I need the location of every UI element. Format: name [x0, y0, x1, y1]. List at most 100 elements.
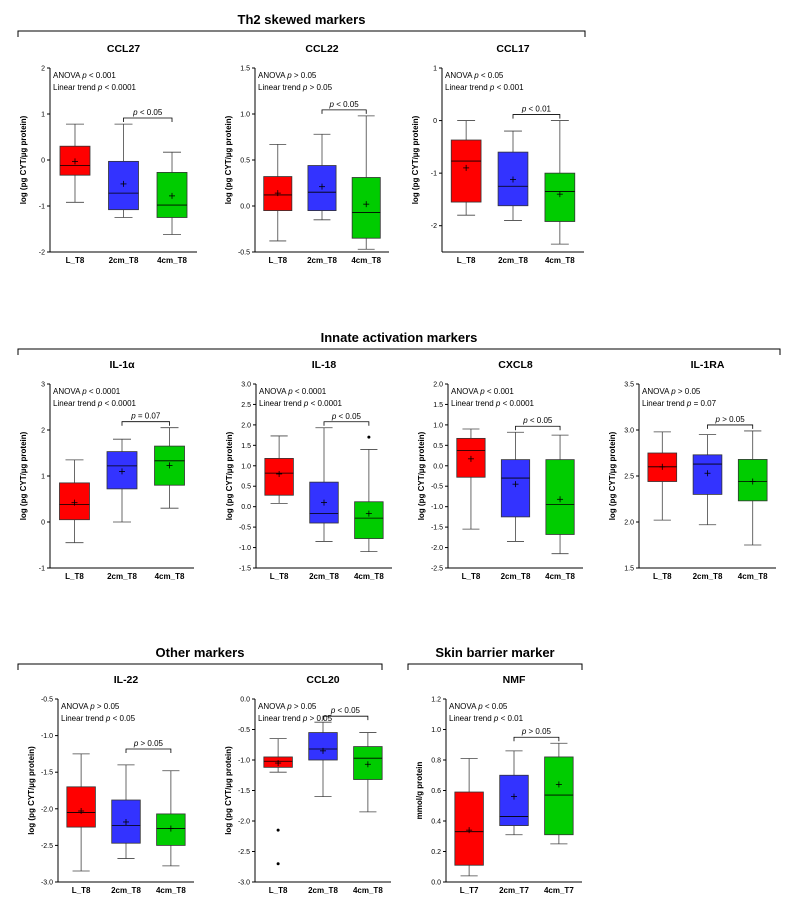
chart-title: NMF: [503, 674, 526, 686]
y-tick-label: 2: [41, 428, 45, 435]
comparison-bracket: [515, 425, 561, 431]
group-header-2: Innate activation markers: [17, 330, 781, 355]
chart-panel-nmf: NMF 0.0 0.2 0.4 0.6 0.8 1.0 1.2 mmol/g protein AN…: [415, 674, 582, 895]
group-title: Other markers: [156, 645, 245, 660]
y-tick-label: 2.0: [433, 382, 443, 389]
y-tick-label: 0.0: [433, 463, 443, 470]
y-tick-label: -1.5: [41, 770, 53, 777]
group-header-4: Skin barrier marker: [407, 645, 583, 670]
box-2cm-t8: 2cm_T8: [108, 123, 139, 265]
iqr-box: [308, 732, 338, 761]
box-l-t8: L_T8: [264, 435, 294, 581]
y-tick-label: -3.0: [41, 880, 53, 887]
x-tick-label: 4cm_T8: [545, 256, 575, 265]
y-tick-label: -2.0: [238, 819, 250, 826]
box-l-t7: L_T7: [454, 758, 484, 895]
box-2cm-t8: 2cm_T8: [307, 133, 337, 265]
box-4cm-t8: 4cm_T8: [156, 770, 186, 895]
y-tick-label: -2.5: [238, 849, 250, 856]
y-tick-label: 1.5: [433, 402, 443, 409]
box-l-t8: L_T8: [263, 143, 293, 265]
trend-stat: Linear trend p < 0.001: [445, 83, 524, 92]
chart-title: CCL17: [496, 43, 529, 55]
y-tick-label: 0.0: [240, 204, 250, 211]
box-4cm-t8: 4cm_T8: [154, 427, 185, 581]
comparison-label: p > 0.05: [133, 739, 164, 748]
y-tick-label: -2.0: [41, 806, 53, 813]
x-tick-label: 4cm_T8: [155, 572, 185, 581]
y-tick-label: 0: [433, 118, 437, 125]
x-tick-label: L_T7: [460, 886, 479, 895]
comparison-label: p > 0.05: [521, 727, 552, 736]
y-tick-label: 1: [41, 112, 45, 119]
chart-title: IL-18: [312, 359, 337, 371]
iqr-box: [499, 774, 529, 826]
y-tick-label: -1.0: [238, 758, 250, 765]
box-2cm-t7: 2cm_T7: [499, 750, 529, 895]
comparison-label: p < 0.05: [329, 100, 360, 109]
y-axis-label: log (pg CYT/µg protein): [608, 431, 617, 520]
iqr-box: [66, 786, 96, 828]
outlier-point: [367, 435, 371, 439]
y-tick-label: -3.0: [238, 880, 250, 887]
x-tick-label: L_T8: [457, 256, 476, 265]
x-tick-label: L_T8: [72, 886, 91, 895]
y-tick-label: 0.0: [431, 880, 441, 887]
y-tick-label: 1.0: [431, 727, 441, 734]
x-tick-label: L_T8: [653, 572, 672, 581]
x-tick-label: 4cm_T8: [353, 886, 383, 895]
x-tick-label: 4cm_T7: [544, 886, 574, 895]
y-axis-label: log (pg CYT/µg protein): [19, 115, 28, 204]
x-tick-label: 4cm_T8: [157, 256, 187, 265]
y-tick-label: 0: [41, 158, 45, 165]
x-tick-label: 4cm_T8: [351, 256, 381, 265]
group-bracket: [17, 30, 586, 37]
y-tick-label: 0.6: [431, 788, 441, 795]
x-tick-label: L_T8: [65, 572, 84, 581]
trend-stat: Linear trend p < 0.0001: [53, 399, 137, 408]
x-tick-label: L_T8: [269, 886, 288, 895]
box-4cm-t7: 4cm_T7: [544, 742, 574, 895]
chart-panel-il-1ra: IL-1RA 1.5 2.0 2.5 3.0 3.5 log (pg CYT/µg prot…: [608, 359, 776, 581]
y-tick-label: 2.0: [241, 422, 251, 429]
chart-panel-ccl22: CCL22 -0.5 0.0 0.5 1.0 1.5 log (pg CYT/µg prot…: [224, 43, 389, 265]
iqr-box: [450, 139, 482, 203]
y-axis-label: log (pg CYT/µg protein): [19, 431, 28, 520]
box-2cm-t8: 2cm_T8: [309, 427, 339, 581]
y-tick-label: -1.5: [238, 788, 250, 795]
x-tick-label: 4cm_T8: [354, 572, 384, 581]
box-4cm-t8: 4cm_T8: [544, 120, 575, 265]
chart-panel-il-1-: IL-1α -1 0 1 2 3 log (pg CYT/µg protein) ANOVA …: [19, 359, 194, 581]
comparison-bracket: [707, 424, 754, 429]
chart-panel-cxcl8: CXCL8 -2.5 -2.0 -1.5 -1.0 -0.5 0.0 0.5 1.0 1.5 2.0…: [417, 359, 583, 581]
y-axis-label: log (pg CYT/µg protein): [411, 115, 420, 204]
chart-title: CCL20: [306, 674, 339, 686]
x-tick-label: L_T8: [270, 572, 289, 581]
chart-panel-ccl17: CCL17 -2 -1 0 1 log (pg CYT/µg protein) ANOVA …: [411, 43, 584, 265]
y-tick-label: -1: [431, 171, 437, 178]
y-tick-label: 2.5: [241, 402, 251, 409]
box-4cm-t8: 4cm_T8: [353, 732, 383, 895]
box-2cm-t8: 2cm_T8: [501, 431, 531, 581]
box-2cm-t8: 2cm_T8: [111, 764, 141, 895]
y-tick-label: 1.5: [240, 66, 250, 73]
y-tick-label: -2.0: [431, 545, 443, 552]
y-tick-label: 0.0: [240, 697, 250, 704]
box-4cm-t8: 4cm_T8: [545, 434, 575, 581]
y-tick-label: 1.0: [241, 463, 251, 470]
y-axis-label: log (pg CYT/µg protein): [225, 431, 234, 520]
x-tick-label: 2cm_T8: [309, 572, 339, 581]
outlier-point: [276, 828, 280, 832]
y-tick-label: -2: [39, 250, 45, 257]
anova-stat: ANOVA p > 0.05: [258, 71, 317, 80]
y-tick-label: -0.5: [41, 697, 53, 704]
comparison-label: p = 0.07: [130, 412, 161, 421]
group-header-3: Other markers: [17, 645, 383, 670]
box-2cm-t8: 2cm_T8: [106, 438, 137, 581]
group-bracket: [407, 663, 583, 670]
x-tick-label: 2cm_T8: [498, 256, 528, 265]
chart-panel-il-22: IL-22 -3.0 -2.5 -2.0 -1.5 -1.0 -0.5 log (pg CYT…: [27, 674, 194, 895]
trend-stat: Linear trend p < 0.0001: [451, 399, 535, 408]
y-tick-label: -1.0: [431, 504, 443, 511]
x-tick-label: 2cm_T8: [109, 256, 139, 265]
